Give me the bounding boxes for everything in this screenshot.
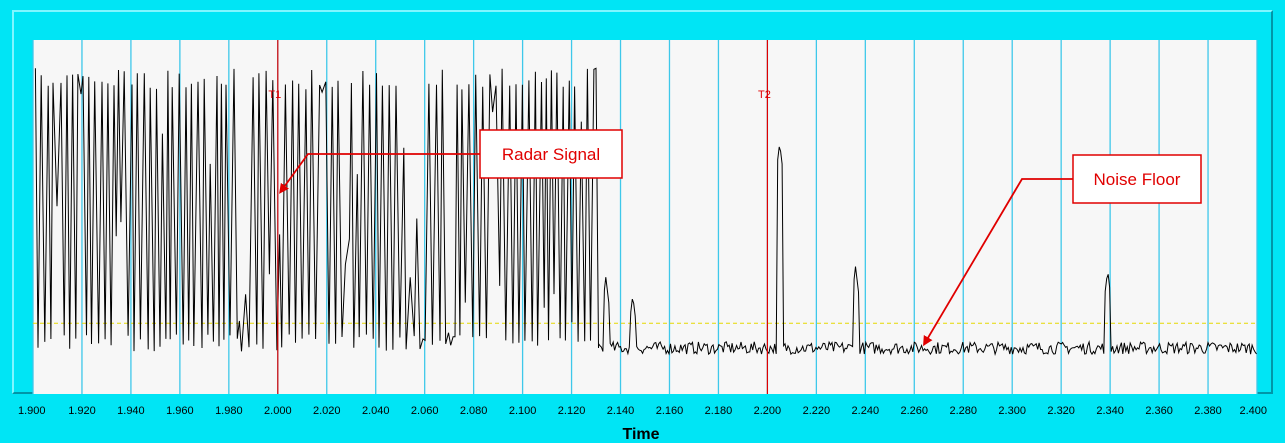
cursor-label-t1: T1	[268, 89, 281, 101]
x-tick-label: 2.020	[313, 405, 341, 417]
x-tick-label: 1.900	[18, 405, 46, 417]
x-tick-label: 2.300	[998, 405, 1026, 417]
cursor-label-t2: T2	[758, 89, 771, 101]
x-tick-label: 2.380	[1194, 405, 1222, 417]
x-tick-labels: 1.900 1.920 1.940 1.960 1.980 2.000 2.020 2.040…	[18, 405, 1267, 417]
cursors: T1 T2	[268, 40, 771, 394]
x-tick-label: 2.060	[411, 405, 439, 417]
x-tick-label: 2.140	[607, 405, 635, 417]
x-tick-label: 2.220	[803, 405, 831, 417]
x-tick-label: 2.040	[362, 405, 390, 417]
x-tick-label: 2.200	[754, 405, 782, 417]
x-tick-label: 1.940	[117, 405, 145, 417]
callout-box-noise-floor	[1072, 154, 1202, 204]
callout-text-noise-floor: Noise Floor	[1094, 170, 1181, 189]
x-tick-label: 2.280	[949, 405, 977, 417]
x-tick-label: 2.120	[558, 405, 586, 417]
x-axis-label: Time	[622, 426, 659, 443]
signal-trace	[34, 67, 1257, 356]
x-tick-label: 1.920	[68, 405, 96, 417]
x-tick-label: 2.260	[901, 405, 929, 417]
x-tick-label: 2.240	[852, 405, 880, 417]
annotations: Radar Signal Noise Floor	[279, 129, 1202, 347]
x-tick-label: 2.400	[1239, 405, 1267, 417]
x-tick-label: 2.000	[264, 405, 292, 417]
callout-arrow-noise-floor	[923, 178, 1073, 347]
x-tick-label: 2.340	[1096, 405, 1124, 417]
x-tick-label: 1.980	[215, 405, 243, 417]
x-tick-label: 2.180	[705, 405, 733, 417]
callout-arrow-radar-signal	[279, 153, 480, 194]
callout-box-radar-signal	[479, 129, 623, 179]
x-tick-label: 2.160	[656, 405, 684, 417]
x-tick-label: 1.960	[166, 405, 194, 417]
x-tick-label: 2.080	[460, 405, 488, 417]
x-tick-label: 2.320	[1047, 405, 1075, 417]
signal-line	[34, 67, 1257, 356]
callout-text-radar-signal: Radar Signal	[502, 145, 600, 164]
x-tick-label: 2.100	[509, 405, 537, 417]
x-tick-label: 2.360	[1145, 405, 1173, 417]
